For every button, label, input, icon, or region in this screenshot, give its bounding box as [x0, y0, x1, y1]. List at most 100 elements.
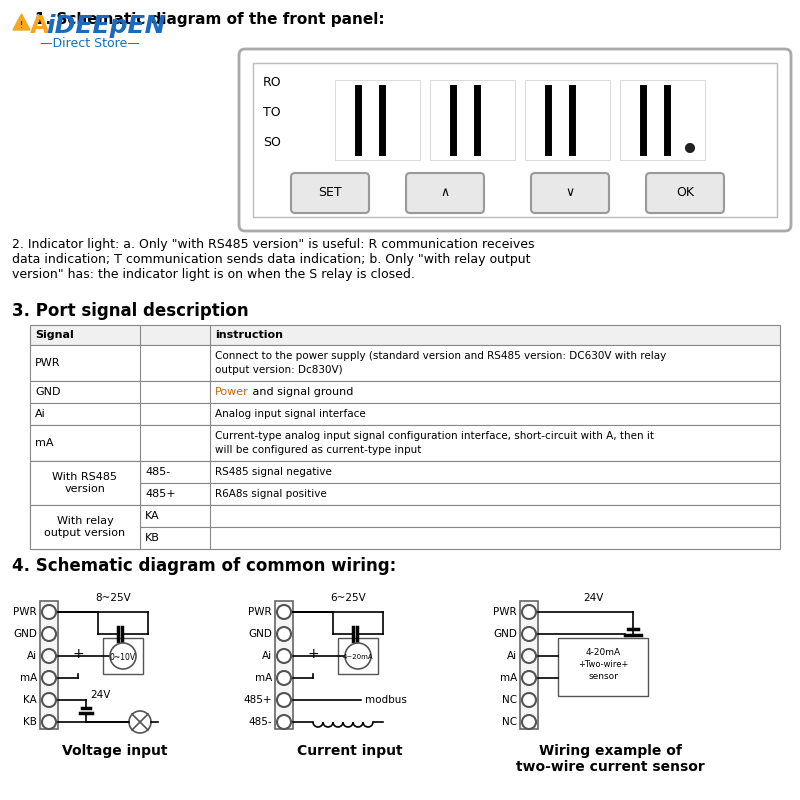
Text: 24V: 24V — [90, 690, 110, 700]
Text: mA: mA — [254, 673, 272, 683]
Text: output version: Dc830V): output version: Dc830V) — [215, 365, 342, 375]
Bar — [30, 345, 780, 381]
Text: AiDEEpEN: AiDEEpEN — [277, 358, 523, 402]
Text: 0~10V: 0~10V — [110, 653, 136, 662]
Bar — [30, 403, 780, 425]
Circle shape — [345, 643, 371, 669]
Text: KA: KA — [23, 695, 37, 705]
Text: 485-: 485- — [145, 467, 170, 477]
Circle shape — [522, 671, 536, 685]
FancyBboxPatch shape — [291, 173, 369, 213]
Text: 4~20mA: 4~20mA — [342, 654, 374, 660]
Circle shape — [42, 671, 56, 685]
Bar — [525, 80, 610, 160]
Text: Current input: Current input — [297, 744, 403, 758]
Text: R6A8s signal positive: R6A8s signal positive — [215, 489, 326, 499]
Text: 8~25V: 8~25V — [95, 593, 131, 603]
Circle shape — [686, 144, 694, 152]
Text: mA: mA — [35, 438, 54, 448]
Text: sensor: sensor — [588, 672, 618, 681]
Bar — [520, 601, 538, 729]
Text: mA: mA — [500, 673, 517, 683]
Text: 4-20mA: 4-20mA — [586, 648, 621, 657]
FancyBboxPatch shape — [239, 49, 791, 231]
Text: TO: TO — [263, 106, 281, 119]
Text: RO: RO — [263, 77, 282, 90]
Circle shape — [277, 693, 291, 707]
Circle shape — [277, 649, 291, 663]
FancyBboxPatch shape — [646, 173, 724, 213]
Bar — [253, 63, 777, 217]
Text: GND: GND — [35, 387, 61, 397]
Bar — [30, 527, 780, 549]
Text: instruction: instruction — [215, 330, 283, 340]
Text: mA: mA — [20, 673, 37, 683]
Text: Signal: Signal — [35, 330, 74, 340]
Text: Ai: Ai — [27, 651, 37, 661]
Text: Analog input signal interface: Analog input signal interface — [215, 409, 366, 419]
Circle shape — [522, 627, 536, 641]
Text: KB: KB — [23, 717, 37, 727]
Circle shape — [522, 605, 536, 619]
Text: modbus: modbus — [365, 695, 407, 705]
Text: iDEEpEN: iDEEpEN — [46, 14, 166, 38]
Circle shape — [42, 715, 56, 729]
Circle shape — [42, 605, 56, 619]
Text: 6~25V: 6~25V — [330, 593, 366, 603]
Text: Current-type analog input signal configuration interface, short-circuit with A, : Current-type analog input signal configu… — [215, 430, 654, 441]
Text: PWR: PWR — [14, 607, 37, 617]
FancyBboxPatch shape — [406, 173, 484, 213]
Text: Connect to the power supply (standard version and RS485 version: DC630V with rel: Connect to the power supply (standard ve… — [215, 350, 666, 361]
Bar — [275, 601, 293, 729]
Text: With relay
output version: With relay output version — [35, 506, 116, 527]
Text: 485-: 485- — [248, 717, 272, 727]
Text: —Direct Store—: —Direct Store— — [322, 410, 478, 430]
Bar — [30, 483, 780, 505]
Circle shape — [522, 715, 536, 729]
Circle shape — [277, 605, 291, 619]
Circle shape — [277, 671, 291, 685]
Text: KB: KB — [145, 533, 160, 543]
Circle shape — [42, 693, 56, 707]
Bar — [103, 638, 143, 674]
Bar — [558, 638, 648, 696]
Text: SO: SO — [263, 137, 281, 150]
Bar — [40, 601, 58, 729]
Text: NC: NC — [502, 717, 517, 727]
Text: 485+: 485+ — [145, 489, 176, 499]
Text: PWR: PWR — [248, 607, 272, 617]
Text: With relay
output version: With relay output version — [45, 516, 126, 538]
Bar — [30, 461, 780, 483]
Text: OK: OK — [676, 186, 694, 199]
FancyBboxPatch shape — [531, 173, 609, 213]
Text: KA: KA — [145, 511, 160, 521]
Bar — [30, 461, 140, 505]
Circle shape — [110, 643, 136, 669]
Text: 24V: 24V — [583, 593, 603, 603]
Text: PWR: PWR — [35, 358, 61, 368]
Bar — [430, 80, 515, 160]
Bar — [30, 325, 780, 345]
Bar — [620, 80, 705, 160]
Text: 4. Schematic diagram of common wiring:: 4. Schematic diagram of common wiring: — [12, 557, 396, 575]
Bar — [338, 638, 378, 674]
Circle shape — [522, 649, 536, 663]
Text: Voltage input: Voltage input — [62, 744, 168, 758]
Text: GND: GND — [493, 629, 517, 639]
Circle shape — [277, 715, 291, 729]
Text: +Two-wire+: +Two-wire+ — [578, 660, 628, 669]
Text: Power: Power — [215, 387, 249, 397]
Circle shape — [522, 693, 536, 707]
Text: RS485 signal negative: RS485 signal negative — [215, 467, 332, 477]
Text: Ai: Ai — [35, 409, 46, 419]
Text: With RS485
version: With RS485 version — [35, 461, 100, 482]
Text: Ai: Ai — [507, 651, 517, 661]
Text: SET: SET — [318, 186, 342, 199]
Text: will be configured as current-type input: will be configured as current-type input — [215, 445, 422, 455]
Text: +: + — [307, 647, 319, 661]
Text: GND: GND — [13, 629, 37, 639]
Text: 485+: 485+ — [243, 695, 272, 705]
Polygon shape — [13, 14, 30, 30]
Text: ∨: ∨ — [566, 186, 574, 199]
Text: Wiring example of
two-wire current sensor: Wiring example of two-wire current senso… — [516, 744, 704, 774]
